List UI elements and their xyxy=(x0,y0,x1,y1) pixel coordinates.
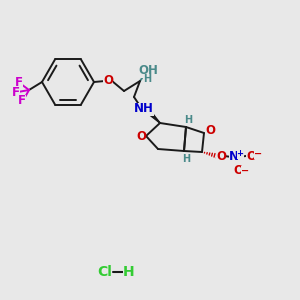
Text: O: O xyxy=(205,124,215,137)
Text: −: − xyxy=(254,149,262,159)
Text: O: O xyxy=(136,130,146,142)
Text: H: H xyxy=(184,115,192,125)
Text: OH: OH xyxy=(138,64,158,77)
Text: H: H xyxy=(123,265,135,279)
Text: H: H xyxy=(182,154,190,164)
Text: F: F xyxy=(18,94,26,107)
Text: F: F xyxy=(12,85,20,98)
Text: NH: NH xyxy=(134,103,154,116)
Text: F: F xyxy=(15,76,23,89)
Polygon shape xyxy=(146,110,160,123)
Text: O: O xyxy=(233,164,243,176)
Text: −: − xyxy=(241,166,249,176)
Text: N: N xyxy=(229,151,239,164)
Text: Cl: Cl xyxy=(98,265,112,279)
Text: O: O xyxy=(216,149,226,163)
Text: O: O xyxy=(246,149,256,163)
Text: +: + xyxy=(236,149,244,158)
Text: H: H xyxy=(143,74,151,84)
Text: O: O xyxy=(103,74,113,88)
